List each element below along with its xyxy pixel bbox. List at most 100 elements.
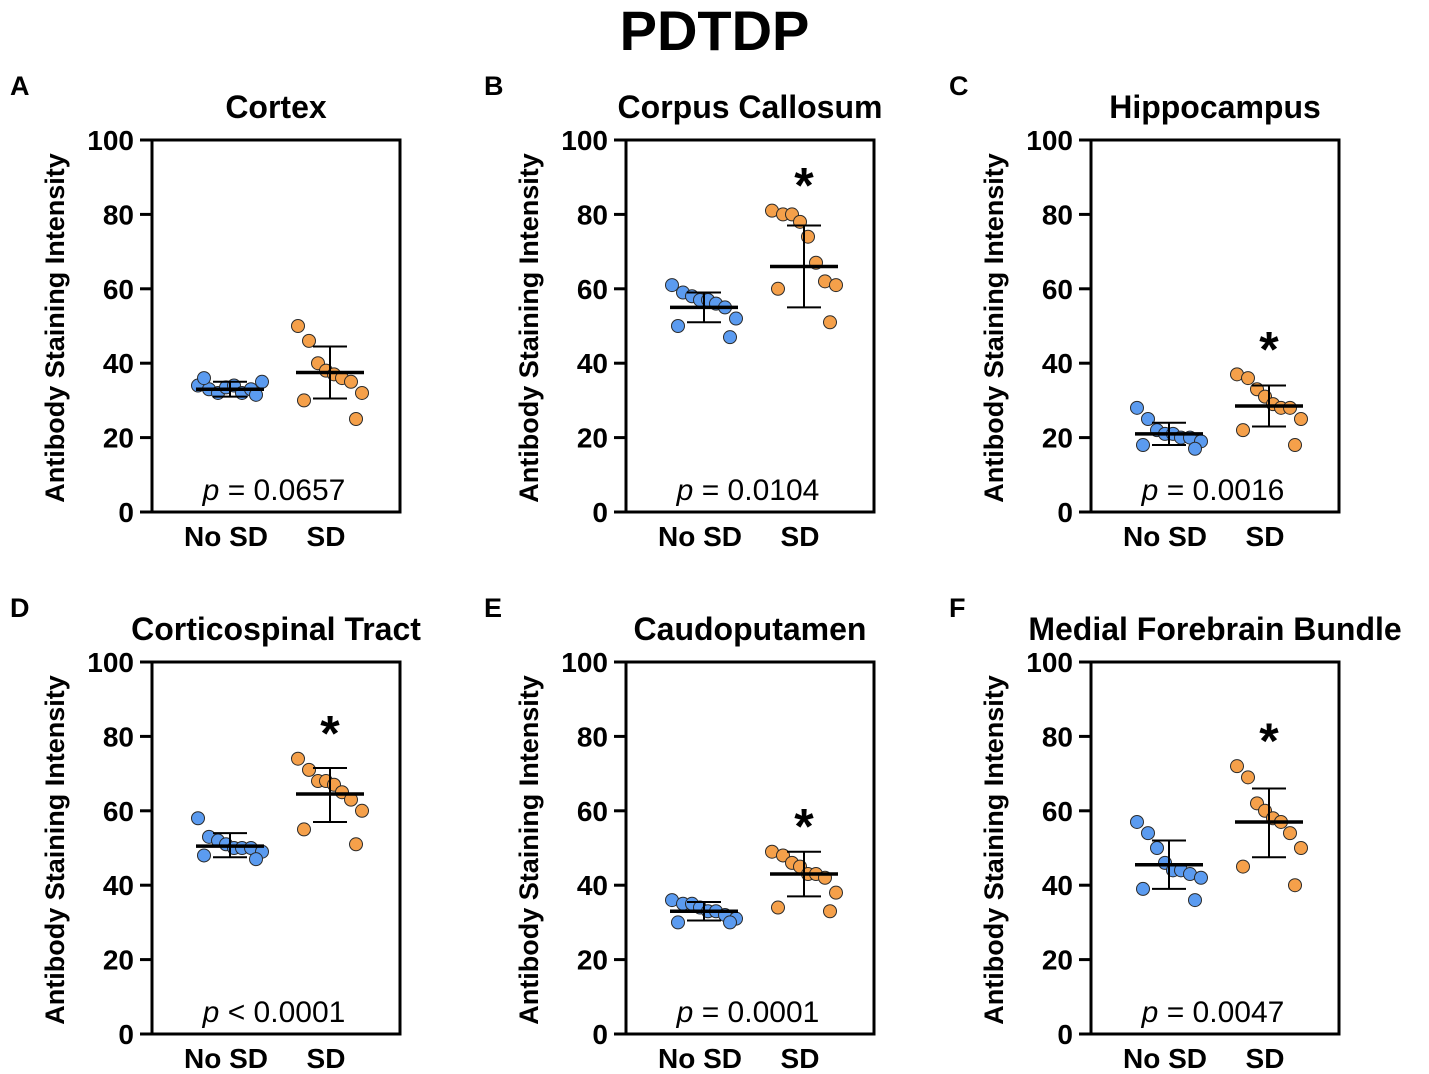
panel-c-point — [1294, 412, 1308, 426]
panel-e-ylabel: Antibody Staining Intensity — [514, 675, 544, 1025]
panel-f-point — [1283, 826, 1297, 841]
panel-b: B Corpus Callosum Antibody Staining Intens… — [484, 71, 882, 552]
panel-c-ytick-label: 40 — [1042, 348, 1073, 379]
panel-f-point — [1141, 826, 1155, 841]
panel-a-title: Cortex — [225, 89, 327, 125]
panel-d-point — [249, 852, 263, 867]
panel-d-significance: * — [320, 706, 340, 762]
panel-a-point — [197, 371, 211, 386]
panel-d-label: D — [10, 593, 30, 623]
panel-b-p-text: = 0.0104 — [693, 474, 819, 507]
panel-d-point — [355, 803, 369, 818]
panel-f-significance: * — [1259, 713, 1279, 769]
panel-c: C Hippocampus Antibody Staining Intensity 0… — [949, 71, 1341, 552]
panel-e-ytick-label: 40 — [577, 870, 608, 901]
panel-b-ytick-label: 0 — [592, 497, 608, 528]
panel-f-title: Medial Forebrain Bundle — [1028, 611, 1401, 647]
panel-e-xtick-label: No SD — [658, 1043, 742, 1074]
panel-f-point — [1130, 814, 1144, 829]
panel-d-ylabel: Antibody Staining Intensity — [40, 675, 70, 1025]
panel-b-p-value: p = 0.0104 — [676, 474, 820, 507]
panel-d-point — [291, 751, 305, 766]
panel-b-xtick-label: No SD — [658, 521, 742, 552]
panel-f-xtick-label: No SD — [1123, 1043, 1207, 1074]
panel-c-p-value: p = 0.0016 — [1141, 474, 1285, 507]
panel-d-ytick-label: 0 — [118, 1019, 134, 1050]
panel-d-point — [349, 837, 363, 852]
panel-c-p-text: = 0.0016 — [1158, 474, 1284, 507]
panel-a-ytick-label: 100 — [87, 125, 134, 156]
panel-a-point — [355, 385, 369, 400]
panel-b-label: B — [484, 71, 504, 101]
panel-f-ylabel: Antibody Staining Intensity — [979, 675, 1009, 1025]
panel-a-point — [344, 374, 358, 389]
panel-a-ytick-label: 80 — [103, 199, 134, 230]
panel-a-p-value: p = 0.0657 — [202, 474, 346, 507]
panel-c-label: C — [949, 71, 969, 101]
panel-a-xtick-label: SD — [307, 521, 346, 552]
panel-c-point — [1188, 441, 1202, 456]
panel-f-frame — [1089, 660, 1341, 1036]
panel-d-ytick-label: 20 — [103, 945, 134, 976]
panel-f-point — [1188, 893, 1202, 908]
panel-d-p-value: p < 0.0001 — [202, 996, 346, 1029]
panel-c-point — [1136, 438, 1150, 453]
panel-b-significance: * — [794, 158, 814, 214]
panel-a-ytick-label: 40 — [103, 348, 134, 379]
panel-b-point — [829, 278, 843, 293]
panel-e-label: E — [484, 593, 502, 623]
panel-c-ylabel: Antibody Staining Intensity — [979, 153, 1009, 503]
panel-b-frame — [624, 138, 876, 514]
panel-d-point — [302, 762, 316, 777]
panel-f-ytick-label: 20 — [1042, 945, 1073, 976]
panel-a-point — [349, 412, 363, 426]
panel-e-frame — [624, 660, 876, 1036]
panel-b-ytick-label: 60 — [577, 274, 608, 305]
panel-c-point — [1283, 400, 1297, 415]
panel-f-p-symbol: p — [1141, 996, 1159, 1029]
panel-b-ytick-label: 20 — [577, 423, 608, 454]
panel-d-point — [297, 822, 311, 837]
panel-a-p-symbol: p — [202, 474, 220, 507]
panel-f-point — [1136, 881, 1150, 896]
panel-a-point — [297, 393, 311, 408]
panel-c-title: Hippocampus — [1109, 89, 1321, 125]
panel-e-xtick-label: SD — [781, 1043, 820, 1074]
panel-e-point — [671, 915, 685, 930]
panel-d-xtick-label: SD — [307, 1043, 346, 1074]
panel-a-ytick-label: 0 — [118, 497, 134, 528]
panel-d-point — [197, 848, 211, 863]
panel-f-ytick-label: 0 — [1057, 1019, 1073, 1050]
panel-d: D Corticospinal Tract Antibody Staining In… — [10, 593, 421, 1074]
panel-d-ytick-label: 60 — [103, 796, 134, 827]
panel-e-ytick-label: 60 — [577, 796, 608, 827]
panel-a: A Cortex Antibody Staining Intensity 0 20 40 6… — [10, 71, 402, 552]
panel-d-ytick-label: 80 — [103, 721, 134, 752]
panel-d-frame — [150, 660, 402, 1036]
panel-f-label: F — [949, 593, 966, 623]
panel-d-ytick-label: 100 — [87, 647, 134, 678]
panel-b-p-symbol: p — [676, 474, 694, 507]
panel-b-point — [823, 315, 837, 330]
panel-a-xtick-label: No SD — [184, 521, 268, 552]
panel-a-ytick-label: 20 — [103, 423, 134, 454]
panel-c-xtick-label: SD — [1246, 521, 1285, 552]
panel-c-ytick-label: 0 — [1057, 497, 1073, 528]
panel-f-point — [1294, 841, 1308, 855]
panel-c-ytick-label: 80 — [1042, 199, 1073, 230]
panel-b-point — [771, 281, 785, 296]
panel-a-p-text: = 0.0657 — [219, 474, 345, 507]
panel-d-xtick-label: No SD — [184, 1043, 268, 1074]
panel-c-frame — [1089, 138, 1341, 514]
panel-b-point — [723, 330, 737, 345]
panel-f-point — [1288, 878, 1302, 893]
panel-b-title: Corpus Callosum — [618, 89, 883, 125]
panel-e-p-value: p = 0.0001 — [676, 996, 820, 1029]
panel-e-point — [829, 885, 843, 900]
panel-e-significance: * — [794, 799, 814, 855]
panel-c-ytick-label: 20 — [1042, 423, 1073, 454]
panel-c-p-symbol: p — [1141, 474, 1159, 507]
panel-f-point — [1236, 859, 1250, 874]
